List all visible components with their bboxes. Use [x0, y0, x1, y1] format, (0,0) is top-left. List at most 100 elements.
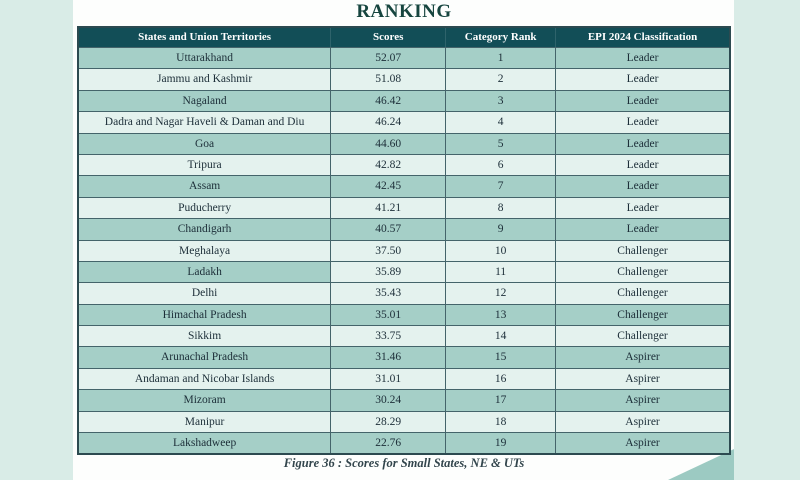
- table-row: Dadra and Nagar Haveli & Daman and Diu 46…: [79, 111, 729, 133]
- table-row: Andaman and Nicobar Islands 31.01 16 Aspire…: [79, 367, 729, 390]
- cell-classification: Challenger: [556, 326, 729, 347]
- cell-score: 35.89: [331, 261, 447, 283]
- cell-classification: Aspirer: [556, 368, 729, 390]
- cell-state: Chandigarh: [79, 219, 332, 240]
- cell-rank: 9: [446, 219, 557, 240]
- right-margin-strip: [734, 0, 800, 480]
- cell-score: 35.01: [331, 304, 447, 326]
- left-margin-strip: [0, 0, 73, 480]
- table-row: Puducherry 41.21 8 Leader: [79, 196, 729, 219]
- table-row: Assam 42.45 7 Leader: [79, 175, 729, 197]
- cell-classification: Leader: [556, 69, 729, 90]
- table-row: Himachal Pradesh 35.01 13 Challenger: [79, 303, 729, 326]
- cell-classification: Aspirer: [556, 433, 729, 454]
- table-row: Manipur 28.29 18 Aspirer: [79, 410, 729, 433]
- cell-rank: 18: [446, 411, 557, 433]
- cell-rank: 2: [446, 69, 557, 90]
- cell-score: 37.50: [331, 240, 447, 261]
- cell-classification: Challenger: [556, 240, 729, 261]
- cell-state: Puducherry: [79, 197, 332, 219]
- cell-rank: 17: [446, 390, 557, 411]
- cell-state: Delhi: [79, 283, 332, 304]
- cell-state: Lakshadweep: [79, 433, 332, 454]
- cell-state: Andaman and Nicobar Islands: [79, 368, 332, 390]
- cell-score: 46.42: [331, 90, 447, 112]
- cell-rank: 12: [446, 283, 557, 304]
- cell-score: 33.75: [331, 326, 447, 347]
- page-title: RANKING: [356, 1, 452, 22]
- cell-score: 41.21: [331, 197, 447, 219]
- cell-state: Sikkim: [79, 326, 332, 347]
- cell-state: Dadra and Nagar Haveli & Daman and Diu: [79, 112, 332, 133]
- ranking-table: States and Union Territories Scores Cate…: [77, 26, 731, 456]
- header-category-rank: Category Rank: [446, 28, 557, 47]
- cell-state: Himachal Pradesh: [79, 304, 332, 326]
- cell-classification: Aspirer: [556, 411, 729, 433]
- cell-rank: 19: [446, 433, 557, 454]
- cell-score: 42.45: [331, 176, 447, 197]
- table-row: Meghalaya 37.50 10 Challenger: [79, 239, 729, 261]
- cell-classification: Leader: [556, 90, 729, 112]
- cell-classification: Challenger: [556, 304, 729, 326]
- cell-classification: Leader: [556, 154, 729, 176]
- cell-classification: Leader: [556, 176, 729, 197]
- cell-rank: 14: [446, 326, 557, 347]
- cell-rank: 15: [446, 347, 557, 368]
- cell-classification: Aspirer: [556, 390, 729, 411]
- cell-rank: 7: [446, 176, 557, 197]
- cell-rank: 5: [446, 133, 557, 154]
- cell-classification: Challenger: [556, 261, 729, 283]
- cell-rank: 16: [446, 368, 557, 390]
- cell-score: 31.46: [331, 347, 447, 368]
- cell-state: Goa: [79, 133, 332, 154]
- table-row: Jammu and Kashmir 51.08 2 Leader: [79, 68, 729, 90]
- cell-classification: Leader: [556, 197, 729, 219]
- cell-score: 22.76: [331, 433, 447, 454]
- table-header-row: States and Union Territories Scores Cate…: [79, 28, 729, 47]
- cell-score: 28.29: [331, 411, 447, 433]
- header-states: States and Union Territories: [79, 28, 332, 47]
- cell-state: Assam: [79, 176, 332, 197]
- table-row: Uttarakhand 52.07 1 Leader: [79, 47, 729, 69]
- cell-classification: Leader: [556, 219, 729, 240]
- cell-rank: 4: [446, 112, 557, 133]
- table-row: Delhi 35.43 12 Challenger: [79, 282, 729, 304]
- cell-rank: 1: [446, 48, 557, 69]
- cell-rank: 6: [446, 154, 557, 176]
- table-row: Mizoram 30.24 17 Aspirer: [79, 389, 729, 411]
- cell-rank: 13: [446, 304, 557, 326]
- cell-state: Manipur: [79, 411, 332, 433]
- table-row: Lakshadweep 22.76 19 Aspirer: [79, 432, 729, 454]
- table-body: Uttarakhand 52.07 1 Leader Jammu and Kashmir…: [79, 47, 729, 454]
- cell-score: 51.08: [331, 69, 447, 90]
- table-row: Goa 44.60 5 Leader: [79, 132, 729, 154]
- figure-caption: Figure 36 : Scores for Small States, NE …: [283, 456, 525, 470]
- cell-classification: Leader: [556, 48, 729, 69]
- cell-rank: 3: [446, 90, 557, 112]
- cell-classification: Aspirer: [556, 347, 729, 368]
- cell-score: 42.82: [331, 154, 447, 176]
- cell-score: 46.24: [331, 112, 447, 133]
- header-classification: EPI 2024 Classification: [587, 31, 698, 43]
- table-row: Nagaland 46.42 3 Leader: [79, 89, 729, 112]
- cell-state: Nagaland: [79, 90, 332, 112]
- cell-score: 30.24: [331, 390, 447, 411]
- cell-rank: 11: [446, 261, 557, 283]
- cell-state: Uttarakhand: [79, 48, 332, 69]
- cell-score: 52.07: [331, 48, 447, 69]
- table-row: Sikkim 33.75 14 Challenger: [79, 325, 729, 347]
- table-row: Ladakh 35.89 11 Challenger: [79, 260, 729, 283]
- table-row: Arunachal Pradesh 31.46 15 Aspirer: [79, 346, 729, 368]
- cell-classification: Leader: [556, 112, 729, 133]
- cell-rank: 8: [446, 197, 557, 219]
- table-row: Chandigarh 40.57 9 Leader: [79, 218, 729, 240]
- cell-score: 31.01: [331, 368, 447, 390]
- cell-state: Ladakh: [79, 261, 332, 283]
- cell-rank: 10: [446, 240, 557, 261]
- table-row: Tripura 42.82 6 Leader: [79, 153, 729, 176]
- cell-score: 35.43: [331, 283, 447, 304]
- cell-state: Mizoram: [79, 390, 332, 411]
- cell-state: Arunachal Pradesh: [79, 347, 332, 368]
- cell-score: 44.60: [331, 133, 447, 154]
- cell-classification: Challenger: [556, 283, 729, 304]
